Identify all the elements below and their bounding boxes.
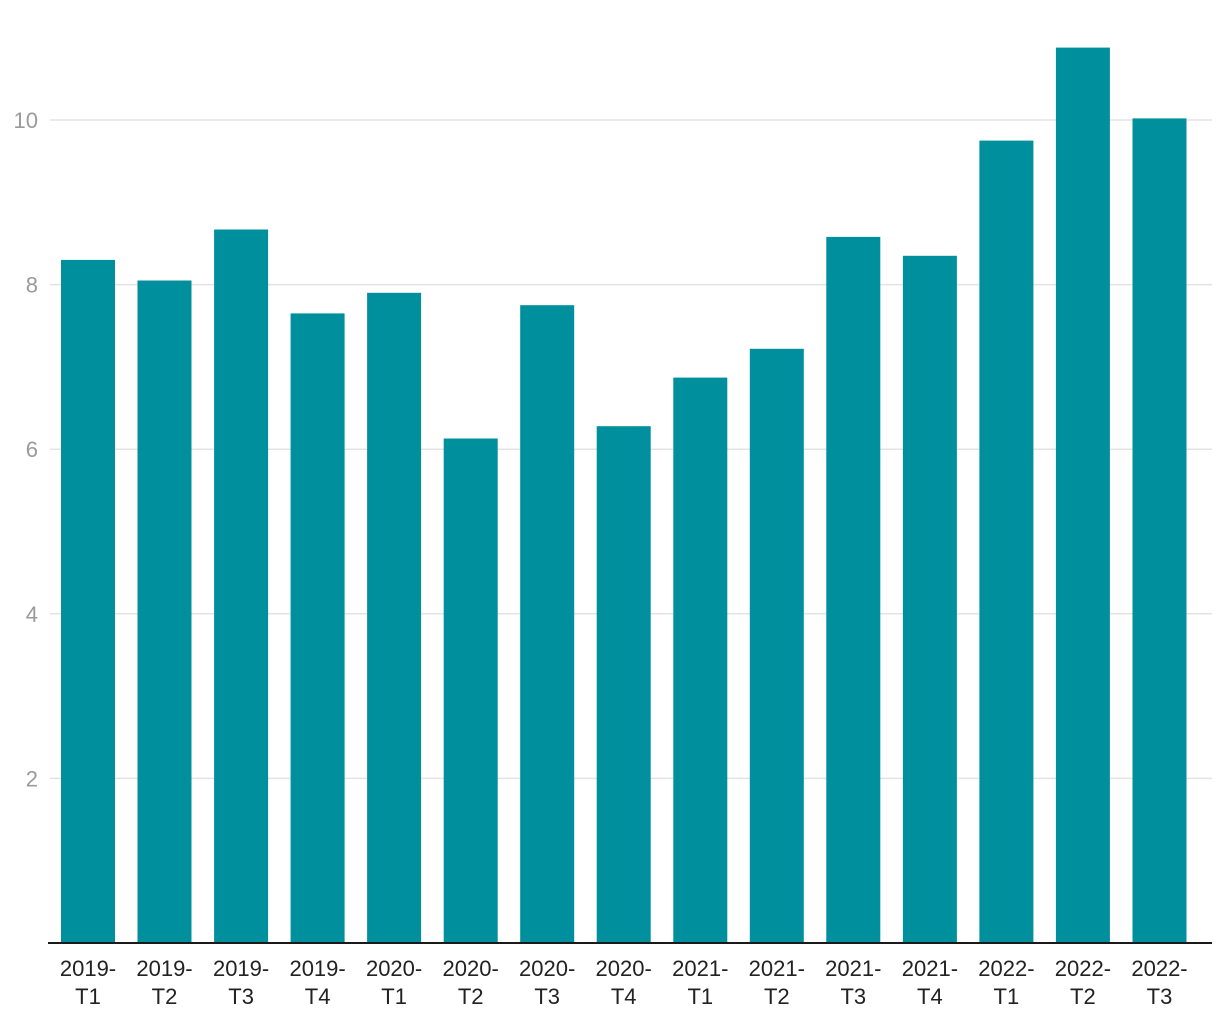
- x-tick-label: 2020- T1: [366, 956, 422, 1009]
- bar: [214, 229, 269, 943]
- x-tick-label: 2022- T3: [1131, 956, 1187, 1009]
- bar: [979, 140, 1034, 944]
- bar: [443, 438, 498, 943]
- x-tick-label: 2020- T4: [596, 956, 652, 1009]
- bar: [902, 255, 957, 944]
- x-tick-label-line: 2019-: [136, 956, 192, 981]
- y-tick-label: 6: [26, 437, 38, 462]
- x-tick-label-line: T1: [381, 984, 407, 1009]
- x-tick-label-line: 2022-: [1131, 956, 1187, 981]
- x-tick-label-line: T1: [994, 984, 1020, 1009]
- bar: [61, 259, 115, 943]
- bar: [367, 292, 422, 943]
- x-tick-label: 2019- T4: [289, 956, 345, 1009]
- x-tick-label-line: T1: [75, 984, 101, 1009]
- x-tick-label-line: 2019-: [213, 956, 269, 981]
- x-tick-label-line: T4: [611, 984, 637, 1009]
- x-tick-label-line: T3: [534, 984, 560, 1009]
- x-tick-label-line: 2021-: [749, 956, 805, 981]
- x-tick-label-line: T3: [1147, 984, 1173, 1009]
- x-tick-label-line: T4: [917, 984, 943, 1009]
- x-tick-label: 2021- T3: [825, 956, 881, 1009]
- x-tick-label-line: T2: [1070, 984, 1096, 1009]
- x-tick-label-line: 2020-: [443, 956, 499, 981]
- x-tick-label: 2021- T2: [749, 956, 805, 1009]
- x-tick-label-line: 2021-: [902, 956, 958, 981]
- y-tick-label: 8: [26, 273, 38, 298]
- bar: [290, 313, 345, 943]
- bar: [1132, 118, 1187, 943]
- y-tick-label: 4: [26, 602, 38, 627]
- bar: [137, 280, 192, 943]
- x-tick-label-line: T2: [764, 984, 790, 1009]
- bar: [596, 426, 651, 943]
- x-tick-label-line: 2020-: [596, 956, 652, 981]
- x-tick-label: 2021- T1: [672, 956, 728, 1009]
- x-tick-label-line: 2021-: [825, 956, 881, 981]
- x-tick-label-line: T3: [228, 984, 254, 1009]
- x-tick-label-line: T2: [152, 984, 178, 1009]
- x-tick-label-line: T1: [687, 984, 713, 1009]
- y-tick-label: 10: [14, 108, 38, 133]
- x-tick-label: 2022- T1: [978, 956, 1034, 1009]
- x-tick-label: 2021- T4: [902, 956, 958, 1009]
- x-tick-label: 2019- T2: [136, 956, 192, 1009]
- bar: [1055, 47, 1110, 944]
- x-tick-label-line: T4: [305, 984, 331, 1009]
- x-tick-label-line: 2019-: [60, 956, 116, 981]
- x-tick-label-line: 2019-: [289, 956, 345, 981]
- bar: [826, 236, 881, 943]
- x-tick-label: 2019- T3: [213, 956, 269, 1009]
- x-tick-label-line: 2022-: [978, 956, 1034, 981]
- x-tick-label-line: 2020-: [519, 956, 575, 981]
- x-tick-label-line: 2020-: [366, 956, 422, 981]
- y-tick-label: 2: [26, 766, 38, 791]
- x-tick-label-line: T3: [840, 984, 866, 1009]
- x-tick-label: 2020- T2: [443, 956, 499, 1009]
- x-tick-label-line: T2: [458, 984, 484, 1009]
- x-tick-label: 2020- T3: [519, 956, 575, 1009]
- x-tick-label: 2022- T2: [1055, 956, 1111, 1009]
- x-tick-label-line: 2022-: [1055, 956, 1111, 981]
- bar: [673, 377, 728, 944]
- bar: [520, 305, 575, 943]
- x-tick-label-line: 2021-: [672, 956, 728, 981]
- bar: [749, 348, 804, 943]
- x-tick-label: 2019- T1: [60, 956, 116, 1009]
